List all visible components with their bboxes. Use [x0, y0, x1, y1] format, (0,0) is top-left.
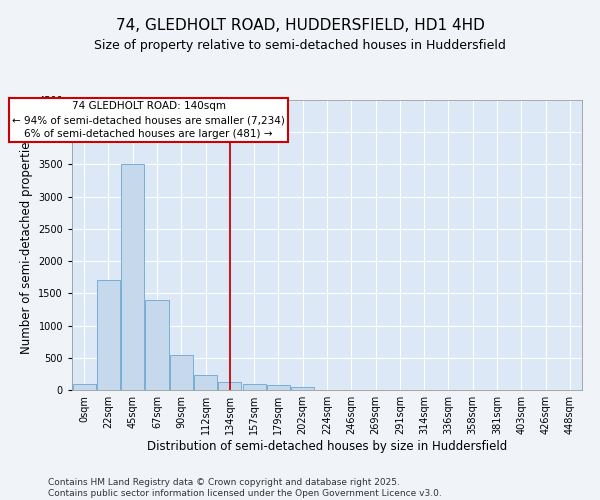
Bar	[267, 386, 290, 390]
Bar	[291, 387, 314, 390]
Y-axis label: Number of semi-detached properties: Number of semi-detached properties	[20, 136, 32, 354]
Bar	[218, 382, 241, 390]
X-axis label: Distribution of semi-detached houses by size in Huddersfield: Distribution of semi-detached houses by …	[147, 440, 507, 453]
Bar	[121, 164, 144, 390]
Text: Size of property relative to semi-detached houses in Huddersfield: Size of property relative to semi-detach…	[94, 40, 506, 52]
Bar	[242, 384, 266, 390]
Bar	[73, 384, 95, 390]
Bar	[170, 355, 193, 390]
Bar	[97, 280, 120, 390]
Bar	[194, 374, 217, 390]
Text: 74, GLEDHOLT ROAD, HUDDERSFIELD, HD1 4HD: 74, GLEDHOLT ROAD, HUDDERSFIELD, HD1 4HD	[116, 18, 484, 32]
Text: 74 GLEDHOLT ROAD: 140sqm
← 94% of semi-detached houses are smaller (7,234)
6% of: 74 GLEDHOLT ROAD: 140sqm ← 94% of semi-d…	[12, 102, 285, 140]
Bar	[145, 300, 169, 390]
Text: Contains HM Land Registry data © Crown copyright and database right 2025.
Contai: Contains HM Land Registry data © Crown c…	[48, 478, 442, 498]
